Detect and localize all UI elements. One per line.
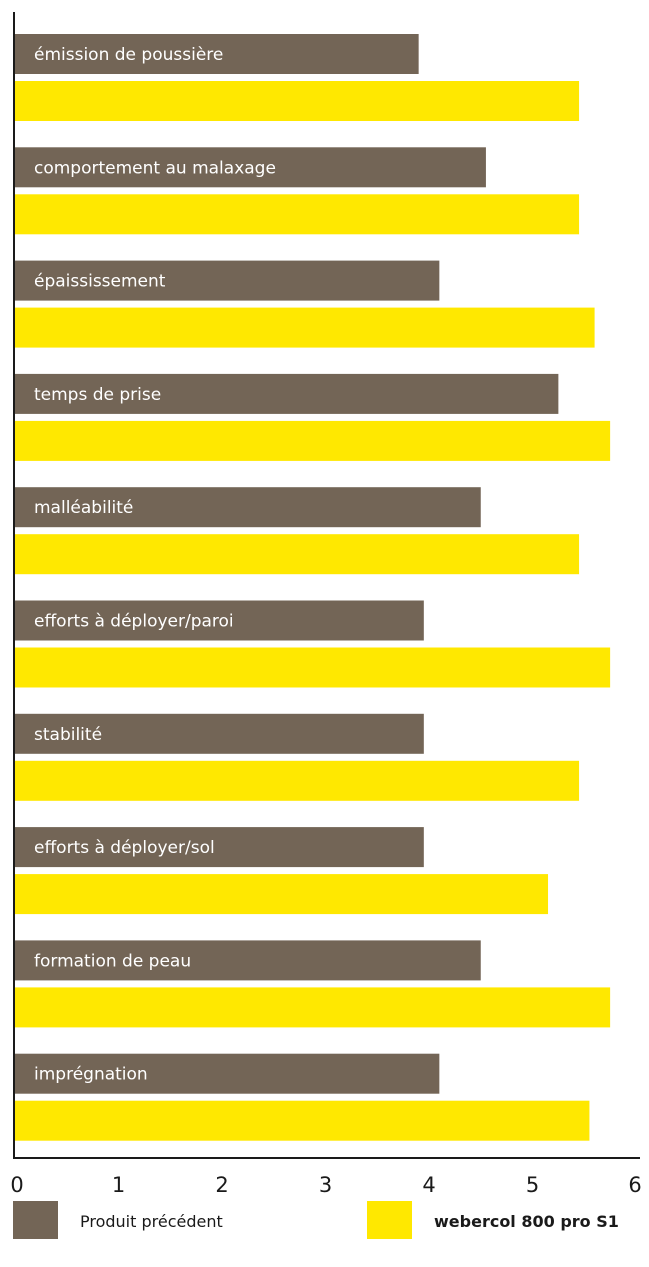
x-axis-ticks: 0 1 2 3 4 5 6 (10, 1173, 641, 1197)
legend-swatch-webercol (367, 1201, 412, 1239)
bar-webercol (15, 760, 580, 801)
category-label: émission de poussière (34, 45, 223, 65)
bar-previous (15, 827, 424, 868)
category-label: stabilité (34, 725, 102, 745)
bar-previous (15, 487, 481, 528)
legend: Produit précédent webercol 800 pro S1 (13, 1201, 619, 1239)
x-tick-label: 4 (422, 1173, 435, 1197)
category-label: comportement au malaxage (34, 158, 276, 178)
bar-webercol (15, 647, 611, 688)
bars-group: émission de poussière comportement au mal… (15, 34, 611, 1141)
bar-webercol (15, 194, 580, 235)
x-tick-label: 6 (628, 1173, 641, 1197)
bar-previous (15, 34, 419, 74)
bar-previous (15, 600, 424, 641)
bar-previous (15, 147, 486, 188)
category-label: malléabilité (34, 498, 133, 518)
bar-webercol (15, 1100, 590, 1141)
legend-swatch-previous (13, 1201, 58, 1239)
x-tick-label: 2 (215, 1173, 228, 1197)
category-label: efforts à déployer/paroi (34, 612, 234, 632)
x-tick-label: 0 (10, 1173, 23, 1197)
bar-previous (15, 373, 559, 414)
bar-webercol (15, 81, 580, 121)
category-label: efforts à déployer/sol (34, 838, 215, 858)
bar-previous (15, 260, 440, 301)
category-label: épaississement (34, 272, 166, 292)
bar-previous (15, 1053, 440, 1094)
category-label: formation de peau (34, 951, 191, 971)
x-tick-label: 3 (319, 1173, 332, 1197)
bar-webercol (15, 420, 611, 461)
bar-webercol (15, 534, 580, 575)
bar-previous (15, 713, 424, 754)
category-label: imprégnation (34, 1065, 148, 1085)
legend-label-webercol: webercol 800 pro S1 (434, 1212, 619, 1231)
bar-previous (15, 940, 481, 981)
category-label: temps de prise (34, 385, 161, 405)
bar-webercol (15, 987, 611, 1028)
x-tick-label: 1 (112, 1173, 125, 1197)
bar-webercol (15, 874, 549, 915)
x-tick-label: 5 (526, 1173, 539, 1197)
bar-webercol (15, 307, 595, 348)
legend-label-previous: Produit précédent (80, 1212, 223, 1231)
